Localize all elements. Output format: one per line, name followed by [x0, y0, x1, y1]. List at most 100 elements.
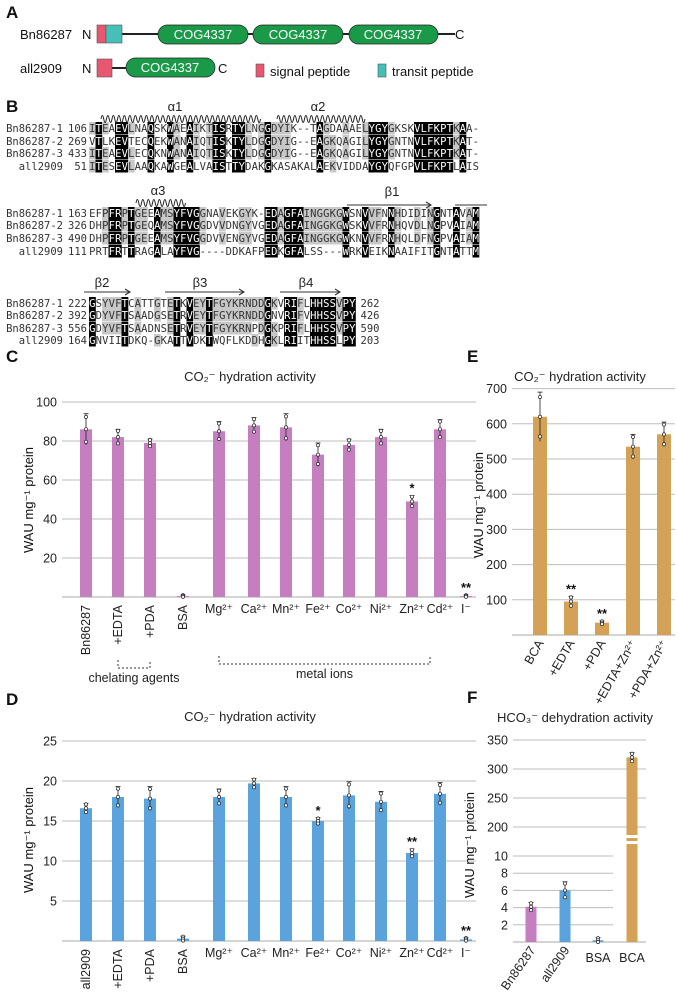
residue-shade: [160, 207, 168, 220]
residue-shade: [316, 322, 324, 335]
cog-domain: COG4337: [348, 24, 439, 45]
signal-peptide: [96, 24, 107, 44]
residue-shade: [95, 160, 103, 173]
residue-shade: [290, 322, 298, 335]
data-point: [284, 795, 288, 799]
residue-shade: [290, 245, 298, 258]
bar: [595, 622, 609, 635]
residue-shade: [466, 219, 473, 232]
x-tick-label: Mn²⁺: [272, 946, 300, 960]
data-point: [148, 444, 152, 449]
residue-shade: [342, 245, 350, 258]
bar: [80, 429, 92, 597]
residue-shade: [310, 297, 317, 310]
bar: [434, 429, 446, 597]
residue-shade: [433, 160, 441, 173]
residue-shade: [336, 297, 343, 310]
y-tick-label: 600: [486, 417, 507, 431]
residue-shade: [212, 322, 220, 335]
axis-break: [624, 835, 640, 838]
residue-shade: [245, 135, 252, 148]
residue-shade: [264, 219, 272, 232]
y-tick-label: 20: [43, 775, 57, 789]
data-point: [410, 854, 414, 859]
residue-shade: [141, 207, 148, 220]
data-point: [631, 434, 635, 439]
data-point: [316, 821, 320, 826]
residue-shade: [251, 334, 259, 347]
residue-shade: [95, 135, 103, 148]
residue-shade: [154, 297, 161, 310]
data-point: [569, 595, 573, 600]
residue-shade: [271, 135, 278, 148]
residue-shade: [323, 219, 330, 232]
protein-name: all2909: [20, 61, 62, 76]
residue-shade: [193, 219, 200, 232]
residue-shade: [219, 147, 226, 160]
data-point: [252, 777, 256, 782]
sequence-name: Bn86287-3: [6, 323, 63, 335]
x-tick-label: BSA: [585, 951, 611, 965]
alignment-shading: [89, 122, 480, 347]
x-tick-label: +EDTA: [111, 948, 125, 988]
x-tick-label: Ca²⁺: [241, 946, 268, 960]
x-tick-label: Cd²⁺: [427, 946, 454, 960]
sequence-name: all2909: [19, 335, 63, 347]
residue-shade: [238, 219, 246, 232]
residue-shade: [277, 147, 285, 160]
sequence: GDYVFTSAADNSETRVEYTFGYKRNPDGKPRIFLHHSSVP…: [89, 323, 356, 335]
residue-shade: [121, 147, 129, 160]
residue-shade: [453, 122, 460, 135]
residue-shade: [342, 334, 350, 347]
cog-domain-label: COG4337: [269, 27, 328, 42]
significance-marker: *: [409, 481, 415, 496]
residue-shade: [199, 309, 207, 322]
residue-shade: [121, 135, 129, 148]
sequence-end: 203: [361, 335, 380, 347]
residue-shade: [414, 207, 421, 220]
sequence: ITEAEVLNAQSKWAEAIKTISRTYLNGGDYIK--TAGDAA…: [89, 123, 479, 135]
data-point: [347, 438, 351, 443]
residue-shade: [420, 147, 428, 160]
residue-shade: [323, 322, 330, 335]
bar: [280, 797, 292, 941]
residue-shade: [128, 147, 135, 160]
residue-shade: [381, 160, 389, 173]
secondary-structure: α1 α2 α3 β1 β2 β3 β4: [84, 99, 487, 296]
bar: [280, 427, 292, 597]
data-point: [662, 442, 666, 447]
x-tick-label: all2909: [538, 944, 573, 985]
residue-shade: [173, 309, 181, 322]
x-tick-label: +PDA: [143, 948, 157, 982]
residue-shade: [134, 297, 142, 310]
residue-shade: [342, 232, 350, 245]
residue-shade: [368, 207, 376, 220]
bar: [375, 437, 387, 597]
data-point: [217, 421, 221, 426]
residue-shade: [134, 219, 142, 232]
residue-shade: [284, 334, 291, 347]
residue-shade: [121, 219, 129, 232]
residue-shade: [264, 160, 272, 173]
residue-shade: [141, 232, 148, 245]
residue-shade: [446, 135, 454, 148]
bar: [564, 601, 578, 635]
chart-title: CO₂⁻ hydration activity: [514, 369, 646, 384]
x-tick-label: +PDA: [143, 604, 157, 638]
sequence-start: 556: [68, 323, 87, 335]
residue-shade: [303, 232, 311, 245]
residue-shade: [316, 135, 324, 148]
residue-shade: [238, 322, 246, 335]
x-tick-label: I⁻: [461, 946, 471, 960]
residue-shade: [271, 232, 278, 245]
data-point: [538, 395, 542, 399]
bar: [559, 890, 571, 942]
data-point: [529, 904, 533, 909]
residue-shade: [362, 147, 369, 160]
residue-shade: [173, 245, 181, 258]
y-tick-label: 100: [486, 593, 507, 607]
bar: [375, 801, 387, 941]
residue-shade: [420, 135, 428, 148]
significance-marker: **: [566, 581, 577, 596]
residue-shade: [303, 207, 311, 220]
